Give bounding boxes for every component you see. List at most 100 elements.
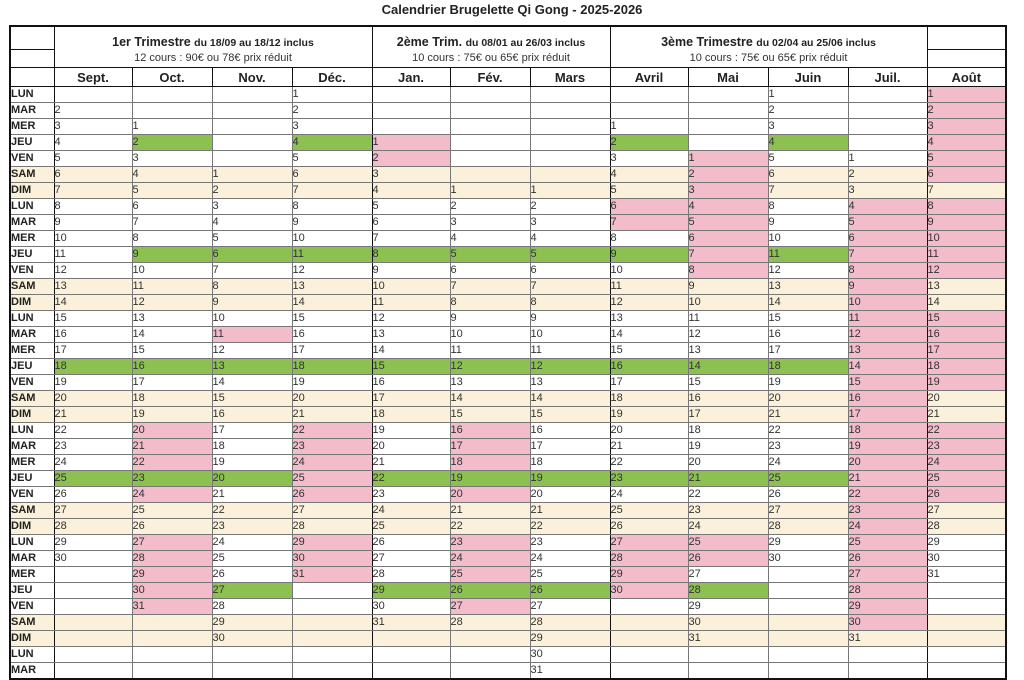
date-cell: 27 — [687, 566, 769, 583]
calendar-row: MER 29 26 31 28 25 25 29 27 27 31 — [10, 566, 1007, 583]
date-cell — [371, 646, 451, 663]
date-cell: 25 — [371, 518, 451, 535]
date-cell: 22 — [53, 422, 133, 439]
date-cell — [53, 630, 133, 647]
weekday-label: SAM — [10, 390, 55, 407]
date-cell: 7 — [687, 246, 769, 263]
date-cell: 7 — [609, 214, 689, 231]
date-cell: 28 — [131, 550, 213, 567]
date-cell: 15 — [371, 358, 451, 375]
date-cell: 13 — [609, 310, 689, 327]
date-cell: 8 — [529, 294, 611, 311]
date-cell: 27 — [529, 598, 611, 615]
date-cell: 5 — [529, 246, 611, 263]
trimester-3-heading: 3ème Trimestre du 02/04 au 25/06 inclus — [609, 26, 928, 49]
date-cell: 21 — [926, 406, 1007, 423]
trimester-3-range: du 02/04 au 25/06 inclus — [756, 37, 876, 49]
weekday-label: LUN — [10, 422, 55, 439]
date-cell — [609, 614, 689, 631]
date-cell: 24 — [609, 486, 689, 503]
date-cell: 19 — [609, 406, 689, 423]
date-cell — [53, 646, 133, 663]
date-cell: 2 — [131, 134, 213, 151]
date-cell: 25 — [847, 534, 928, 551]
date-cell: 28 — [847, 582, 928, 599]
date-cell: 2 — [371, 150, 451, 167]
date-cell: 28 — [211, 598, 293, 615]
date-cell: 7 — [53, 182, 133, 199]
date-cell: 19 — [847, 438, 928, 455]
date-cell: 23 — [131, 470, 213, 487]
date-cell: 16 — [609, 358, 689, 375]
date-cell: 4 — [609, 166, 689, 183]
date-cell: 28 — [767, 518, 849, 535]
date-cell: 8 — [211, 278, 293, 295]
calendar-row: MER 17 15 12 17 14 11 11 15 13 17 13 17 — [10, 342, 1007, 359]
date-cell: 9 — [609, 246, 689, 263]
page-title: Calendrier Brugelette Qi Gong - 2025-202… — [381, 2, 643, 17]
month-header: Avril — [609, 67, 689, 87]
date-cell: 21 — [371, 454, 451, 471]
date-cell: 23 — [291, 438, 373, 455]
date-cell: 5 — [847, 214, 928, 231]
date-cell: 10 — [529, 326, 611, 343]
weekday-label: MER — [10, 342, 55, 359]
date-cell: 23 — [609, 470, 689, 487]
date-cell: 25 — [291, 470, 373, 487]
date-cell: 8 — [371, 246, 451, 263]
date-cell: 10 — [609, 262, 689, 279]
date-cell: 6 — [449, 262, 531, 279]
date-cell: 17 — [53, 342, 133, 359]
date-cell: 27 — [211, 582, 293, 599]
date-cell: 2 — [529, 198, 611, 215]
date-cell: 14 — [609, 326, 689, 343]
date-cell: 25 — [449, 566, 531, 583]
month-header: Août — [926, 67, 1007, 87]
weekday-label: MAR — [10, 102, 55, 119]
date-cell: 26 — [53, 486, 133, 503]
weekday-label: JEU — [10, 470, 55, 487]
date-cell: 27 — [371, 550, 451, 567]
date-cell: 26 — [449, 582, 531, 599]
calendar-row: MER 3 1 3 1 3 3 — [10, 118, 1007, 135]
date-cell: 8 — [767, 198, 849, 215]
calendar-row: LUN 1 1 1 — [10, 86, 1007, 103]
date-cell: 13 — [449, 374, 531, 391]
date-cell: 18 — [131, 390, 213, 407]
date-cell: 7 — [211, 262, 293, 279]
date-cell: 27 — [847, 566, 928, 583]
date-cell: 1 — [211, 166, 293, 183]
date-cell: 10 — [926, 230, 1007, 247]
date-cell: 20 — [131, 422, 213, 439]
date-cell — [291, 646, 373, 663]
date-cell: 31 — [371, 614, 451, 631]
trimester-1-name: 1er Trimestre — [112, 35, 191, 49]
date-cell: 2 — [847, 166, 928, 183]
date-cell: 24 — [211, 534, 293, 551]
date-cell: 1 — [131, 118, 213, 135]
date-cell: 6 — [926, 166, 1007, 183]
date-cell — [211, 150, 293, 167]
date-cell: 23 — [211, 518, 293, 535]
date-cell: 8 — [687, 262, 769, 279]
date-cell: 17 — [291, 342, 373, 359]
date-cell: 4 — [529, 230, 611, 247]
date-cell: 12 — [291, 262, 373, 279]
date-cell — [687, 102, 769, 119]
month-header: Mai — [687, 67, 769, 87]
date-cell: 29 — [767, 534, 849, 551]
date-cell: 12 — [131, 294, 213, 311]
date-cell: 14 — [131, 326, 213, 343]
date-cell: 31 — [687, 630, 769, 647]
date-cell — [926, 614, 1007, 631]
date-cell: 23 — [926, 438, 1007, 455]
calendar-row: VEN 5 3 5 2 3 1 5 1 5 — [10, 150, 1007, 167]
date-cell: 24 — [926, 454, 1007, 471]
date-cell — [131, 102, 213, 119]
date-cell: 15 — [53, 310, 133, 327]
date-cell: 26 — [131, 518, 213, 535]
date-cell: 9 — [847, 278, 928, 295]
date-cell: 9 — [371, 262, 451, 279]
calendar-row: SAM 6 4 1 6 3 4 2 6 2 6 — [10, 166, 1007, 183]
date-cell: 25 — [609, 502, 689, 519]
